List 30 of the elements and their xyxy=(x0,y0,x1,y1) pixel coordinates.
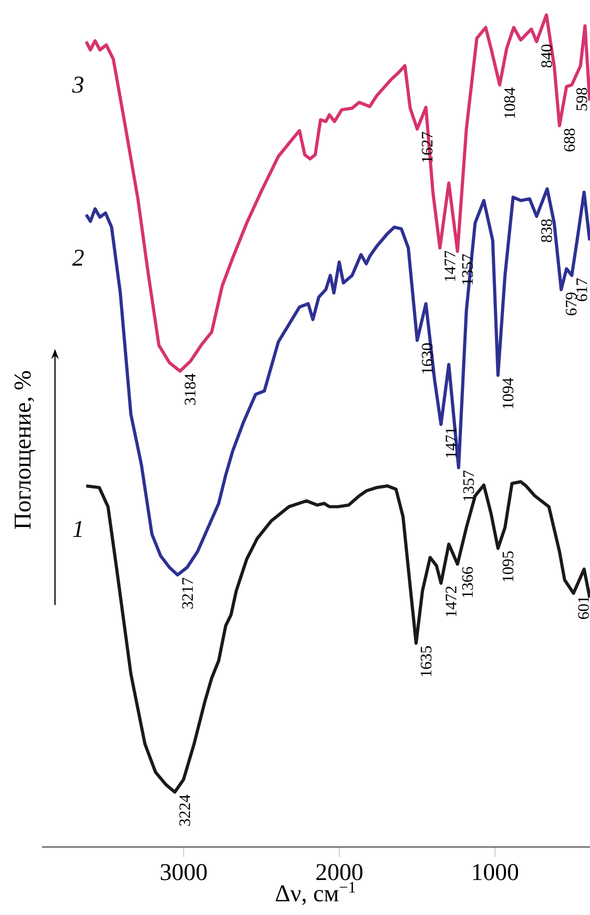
annotation: 1635 xyxy=(420,646,432,676)
annotation: 1471 xyxy=(446,428,456,458)
y-axis-title: Поглощение, % xyxy=(14,371,36,530)
x-tick-label: 2000 xyxy=(316,864,362,880)
x-tick-label: 3000 xyxy=(160,864,207,880)
annotation: 1627 xyxy=(422,132,433,162)
annotation: 3217 xyxy=(182,578,193,609)
annotation: 3224 xyxy=(179,794,190,826)
series-label: 2 xyxy=(72,250,84,266)
annotation: 838 xyxy=(541,219,552,242)
annotation: 840 xyxy=(541,44,552,68)
annotation: 1630 xyxy=(422,343,433,374)
annotation: 617 xyxy=(576,278,588,302)
annotation: 598 xyxy=(576,88,588,110)
series-label: 3 xyxy=(72,76,84,93)
annotation: 1357 xyxy=(463,470,474,501)
annotation: 679 xyxy=(566,292,577,316)
annotation: 1084 xyxy=(504,88,516,118)
annotation: 1094 xyxy=(502,378,514,408)
annotation: 1095 xyxy=(502,551,514,582)
x-tick-label: 1000 xyxy=(473,864,518,880)
annotation: 1366 xyxy=(462,566,473,598)
annotation: 1477 xyxy=(444,250,456,281)
x-axis-title: Δν, см$^{−1}$ xyxy=(276,882,356,905)
annotation: 601 xyxy=(578,596,589,619)
annotation: 1472 xyxy=(446,586,456,616)
series-label: 1 xyxy=(73,520,82,537)
annotation: 1357 xyxy=(462,254,473,284)
annotation: 3184 xyxy=(184,374,196,405)
annotation: 688 xyxy=(564,128,575,152)
